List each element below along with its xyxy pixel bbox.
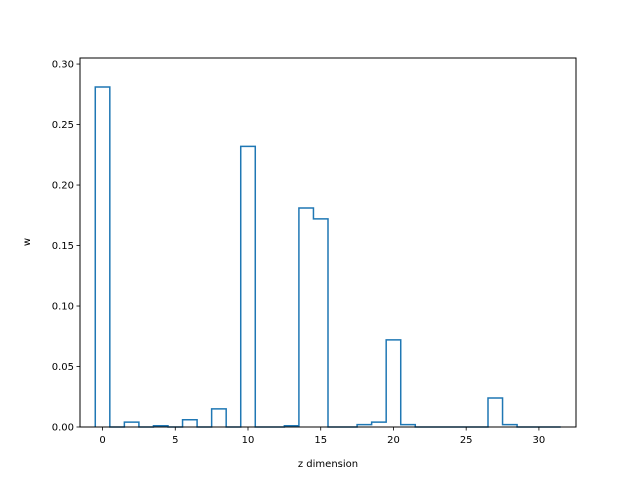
x-tick-label: 20 [387, 435, 400, 446]
y-tick-label: 0.15 [52, 241, 74, 252]
histogram-bin-19 [372, 422, 387, 427]
x-axis-label: z dimension [298, 459, 358, 470]
y-axis-label: w [22, 238, 33, 246]
axes-frame [79, 57, 577, 428]
x-tick-label: 5 [172, 435, 178, 446]
y-tick-label: 0.30 [52, 60, 74, 71]
y-axis-ticks: 0.00 0.05 0.10 0.15 0.20 0.25 0.30 [52, 60, 80, 434]
y-tick-label: 0.25 [52, 120, 74, 131]
histogram-bin-10 [241, 146, 256, 427]
histogram-bin-27 [488, 398, 503, 427]
x-tick-label: 25 [460, 435, 473, 446]
y-tick-label: 0.05 [52, 362, 74, 373]
x-tick-label: 30 [533, 435, 546, 446]
histogram-bin-0 [95, 87, 110, 427]
histogram-bin-8 [212, 409, 227, 427]
x-tick-label: 15 [314, 435, 327, 446]
x-tick-label: 10 [242, 435, 255, 446]
histogram-bin-2 [124, 422, 139, 427]
axes-layer [79, 57, 577, 428]
histogram-bin-20 [386, 340, 401, 427]
y-tick-label: 0.00 [52, 423, 74, 434]
histogram-bin-15 [313, 219, 328, 427]
x-tick-label: 0 [99, 435, 105, 446]
x-axis-ticks: 0 5 10 15 20 25 30 [99, 427, 545, 446]
histogram-bin-14 [299, 208, 314, 427]
y-tick-label: 0.10 [52, 302, 74, 313]
histogram-bin-6 [183, 420, 198, 427]
y-tick-label: 0.20 [52, 181, 74, 192]
